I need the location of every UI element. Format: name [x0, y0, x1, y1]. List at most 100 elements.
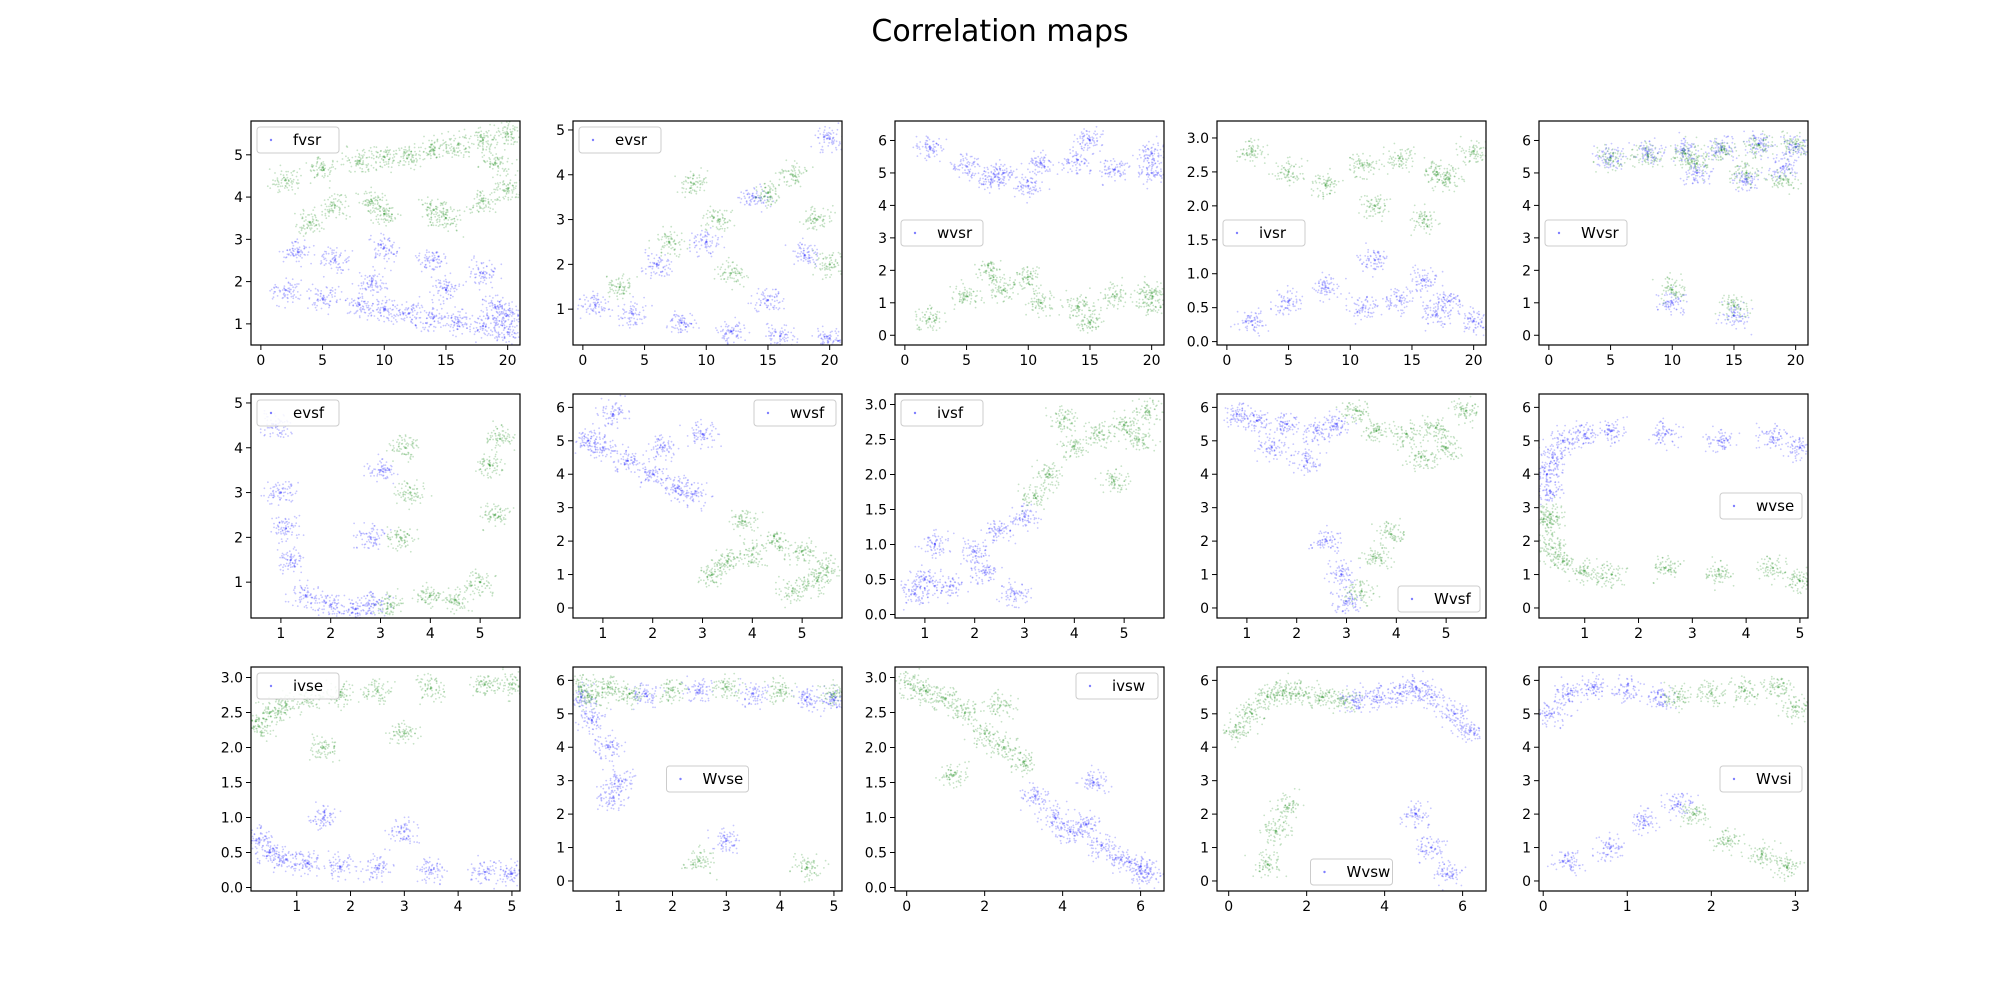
data-point-green	[309, 227, 311, 230]
data-point-green	[497, 198, 499, 201]
figure-title: Correlation maps	[0, 14, 2000, 49]
data-point-blue	[757, 310, 760, 313]
data-point-blue	[508, 304, 510, 307]
data-point-blue	[348, 304, 351, 306]
data-point-blue	[435, 251, 438, 254]
data-point-blue	[807, 251, 810, 254]
data-point-green	[403, 159, 405, 162]
data-point-blue	[597, 298, 600, 301]
data-point-green	[676, 234, 679, 237]
data-point-blue	[360, 284, 363, 287]
data-point-blue	[432, 330, 435, 332]
data-point-green	[817, 215, 820, 218]
data-point-blue	[325, 252, 328, 255]
data-point-green	[722, 217, 724, 220]
data-point-blue	[444, 324, 447, 327]
data-point-green	[413, 159, 415, 162]
data-point-blue	[299, 253, 302, 256]
data-point-blue	[583, 294, 585, 297]
data-point-green	[408, 146, 411, 149]
data-point-green	[269, 187, 272, 190]
data-point-blue	[376, 285, 379, 288]
data-point-green	[479, 140, 481, 142]
data-point-green	[369, 212, 372, 215]
data-point-blue	[829, 331, 832, 334]
data-point-blue	[445, 288, 447, 290]
data-point-blue	[465, 318, 468, 320]
data-point-blue	[511, 301, 513, 303]
data-point-green	[790, 178, 793, 181]
data-point-green	[365, 157, 368, 159]
data-point-blue	[496, 338, 499, 341]
data-point-blue	[1150, 179, 1153, 182]
data-point-green	[765, 201, 768, 204]
data-point-blue	[293, 254, 296, 257]
data-point-blue	[446, 290, 449, 293]
data-point-blue	[628, 312, 631, 314]
data-point-blue	[828, 127, 831, 129]
data-point-blue	[383, 305, 386, 308]
data-point-blue	[424, 254, 427, 256]
data-point-green	[457, 147, 460, 149]
data-point-green	[478, 141, 481, 144]
data-point-blue	[793, 263, 796, 266]
data-point-green	[480, 133, 482, 136]
data-point-green	[377, 195, 379, 198]
data-point-blue	[1103, 168, 1106, 171]
data-point-green	[833, 263, 835, 266]
data-point-green	[429, 150, 432, 152]
data-point-blue	[584, 298, 586, 301]
data-point-green	[367, 163, 370, 165]
data-point-green	[364, 190, 367, 193]
data-point-green	[822, 220, 824, 223]
data-point-green	[372, 157, 375, 160]
data-point-green	[811, 213, 814, 215]
data-point-blue	[410, 318, 413, 321]
data-point-green	[382, 155, 385, 157]
data-point-green	[508, 187, 510, 190]
data-point-blue	[434, 284, 437, 287]
data-point-blue	[1144, 150, 1147, 153]
data-point-blue	[483, 332, 486, 334]
data-point-blue	[762, 294, 764, 296]
data-point-green	[502, 131, 505, 134]
data-point-blue	[333, 249, 335, 252]
data-point-green	[326, 209, 329, 211]
data-point-blue	[388, 237, 391, 240]
data-point-blue	[766, 306, 769, 308]
data-point-blue	[778, 307, 781, 310]
data-point-green	[375, 215, 378, 218]
data-point-blue	[392, 308, 394, 311]
data-point-green	[340, 201, 342, 204]
data-point-blue	[430, 276, 433, 279]
data-point-green	[356, 162, 358, 165]
data-point-blue	[508, 307, 511, 310]
data-point-blue	[452, 326, 454, 329]
data-point-green	[489, 166, 491, 168]
data-point-green	[441, 223, 444, 226]
data-point-blue	[934, 146, 937, 148]
data-point-green	[763, 194, 766, 197]
data-point-blue	[504, 320, 507, 323]
data-point-blue	[715, 327, 717, 329]
data-point-blue	[1148, 155, 1151, 158]
data-point-blue	[299, 294, 302, 296]
data-point-green	[828, 266, 831, 269]
data-point-green	[380, 158, 383, 160]
data-point-blue	[660, 259, 663, 262]
data-point-green	[839, 270, 842, 272]
data-point-blue	[777, 292, 780, 295]
data-point-blue	[594, 301, 596, 304]
data-point-green	[341, 212, 344, 215]
data-point-blue	[600, 306, 603, 308]
data-point-blue	[456, 328, 458, 330]
data-point-blue	[1147, 166, 1150, 168]
data-point-blue	[797, 243, 800, 246]
data-point-blue	[484, 325, 487, 328]
data-point-blue	[1083, 135, 1085, 137]
data-point-green	[508, 190, 511, 192]
data-point-blue	[1030, 157, 1033, 160]
data-point-blue	[792, 250, 795, 253]
data-point-blue	[360, 282, 363, 285]
data-point-blue	[809, 256, 811, 259]
